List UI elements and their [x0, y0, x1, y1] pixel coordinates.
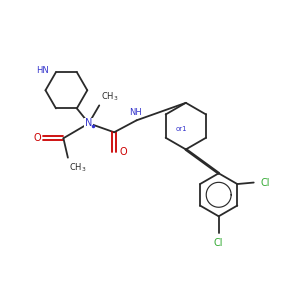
Text: N: N	[85, 118, 92, 128]
Text: CH$_3$: CH$_3$	[69, 161, 87, 174]
Text: or1: or1	[176, 126, 187, 132]
Text: HN: HN	[37, 66, 50, 75]
Text: CH$_3$: CH$_3$	[101, 91, 118, 103]
Text: Cl: Cl	[214, 238, 224, 248]
Text: Cl: Cl	[260, 178, 270, 188]
Text: O: O	[119, 147, 127, 157]
Text: O: O	[33, 133, 41, 143]
Text: NH: NH	[129, 108, 141, 117]
